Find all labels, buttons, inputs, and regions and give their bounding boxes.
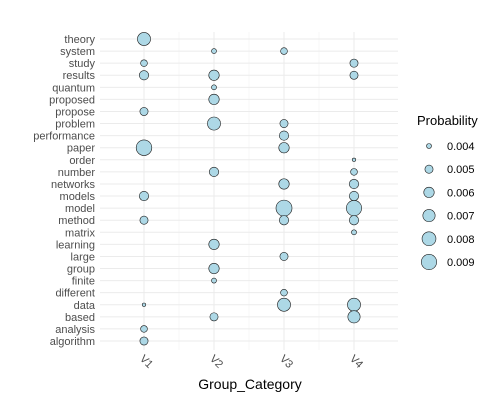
point-V4-models (349, 191, 359, 202)
point-V3-networks (278, 178, 290, 190)
y-tick-label-model: model (65, 203, 95, 215)
y-tick-label-problem: problem (55, 119, 95, 131)
legend-label-1: 0.005 (447, 164, 475, 176)
point-V2-quantum (211, 84, 217, 91)
point-V4-study (349, 58, 359, 68)
y-tick-label-paper: paper (67, 143, 95, 155)
point-V2-learning (208, 238, 220, 250)
y-tick-label-learning: learning (56, 239, 95, 251)
point-V4-based (347, 310, 361, 324)
point-V1-results (139, 70, 149, 81)
x-tick-labels: V1 V2 V3 V4 (137, 353, 365, 371)
point-V1-analysis (140, 325, 148, 333)
point-V4-model (346, 200, 362, 217)
point-V2-finite (211, 277, 217, 284)
y-tick-label-order: order (69, 155, 95, 167)
y-tick-label-large: large (71, 251, 95, 263)
point-V1-method (139, 215, 149, 225)
y-tick-label-quantum: quantum (52, 82, 95, 94)
legend-title: Probability (417, 113, 478, 128)
y-tick-label-based: based (65, 312, 95, 324)
legend: Probability 0.0040.0050.0060.0070.0080.0… (417, 113, 478, 270)
point-V2-number (209, 166, 219, 177)
point-V4-number (350, 168, 358, 176)
point-V3-data (277, 297, 291, 312)
data-points (135, 32, 362, 346)
legend-key-2 (423, 186, 435, 198)
y-tick-label-method: method (58, 215, 95, 227)
legend-label-2: 0.006 (447, 187, 475, 199)
point-V1-study (140, 59, 148, 67)
y-tick-label-study: study (69, 58, 96, 70)
point-V2-based (209, 312, 219, 322)
grid-lines (100, 32, 398, 350)
point-V4-order (351, 157, 357, 162)
point-V4-networks (349, 178, 359, 189)
point-V3-model (275, 199, 293, 217)
x-tick-label-V2: V2 (207, 353, 225, 371)
legend-label-5: 0.009 (447, 257, 475, 269)
legend-label-4: 0.008 (447, 234, 475, 246)
y-tick-label-data: data (74, 300, 96, 312)
legend-items: 0.004 0.005 0.006 0.007 0.008 0.009 (421, 141, 475, 270)
legend-label-0: 0.004 (447, 141, 475, 153)
y-tick-label-matrix: matrix (65, 227, 95, 239)
y-tick-labels: algorithmanalysisbaseddatadifferentfinit… (33, 34, 96, 348)
point-V2-group (208, 262, 220, 275)
point-V1-models (139, 191, 149, 202)
y-tick-label-performance: performance (33, 131, 95, 143)
y-tick-label-theory: theory (64, 34, 95, 46)
point-V3-problem (279, 119, 289, 128)
y-tick-label-finite: finite (72, 276, 95, 288)
y-tick-label-system: system (60, 46, 95, 58)
x-tick-label-V3: V3 (277, 353, 295, 371)
point-V4-method (349, 215, 359, 226)
y-tick-label-results: results (63, 70, 96, 82)
point-V1-theory (137, 32, 151, 46)
point-V4-data (347, 297, 361, 312)
legend-key-1 (424, 164, 434, 174)
y-tick-label-number: number (58, 167, 96, 179)
point-V1-propose (139, 107, 149, 116)
point-V1-paper (135, 139, 153, 156)
x-tick-label-V4: V4 (347, 353, 365, 371)
legend-label-3: 0.007 (447, 211, 475, 223)
point-V2-system (211, 48, 217, 54)
y-tick-label-proposed: proposed (49, 94, 95, 106)
legend-key-5 (421, 254, 437, 270)
point-V4-matrix (351, 229, 357, 236)
point-V1-algorithm (139, 336, 149, 346)
point-V3-method (279, 215, 289, 226)
y-tick-label-networks: networks (51, 179, 96, 191)
x-tick-label-V1: V1 (137, 353, 155, 371)
legend-key-4 (421, 231, 437, 247)
y-tick-label-algorithm: algorithm (50, 336, 95, 348)
x-axis-title: Group_Category (198, 376, 302, 392)
point-V3-performance (279, 130, 289, 141)
legend-key-0 (426, 143, 432, 149)
y-tick-label-group: group (67, 264, 95, 276)
y-tick-label-models: models (60, 191, 96, 203)
point-V2-results (208, 69, 220, 81)
point-V1-data (141, 302, 147, 307)
point-V3-paper (278, 142, 290, 154)
point-V2-proposed (208, 93, 220, 105)
point-V2-problem (207, 116, 221, 131)
point-V3-different (280, 288, 288, 297)
point-V3-large (279, 252, 289, 261)
y-tick-label-analysis: analysis (55, 324, 95, 336)
y-tick-label-propose: propose (55, 106, 95, 118)
y-tick-label-different: different (55, 288, 95, 300)
legend-key-3 (422, 209, 436, 223)
point-V3-system (280, 47, 288, 55)
point-V4-results (349, 70, 359, 80)
